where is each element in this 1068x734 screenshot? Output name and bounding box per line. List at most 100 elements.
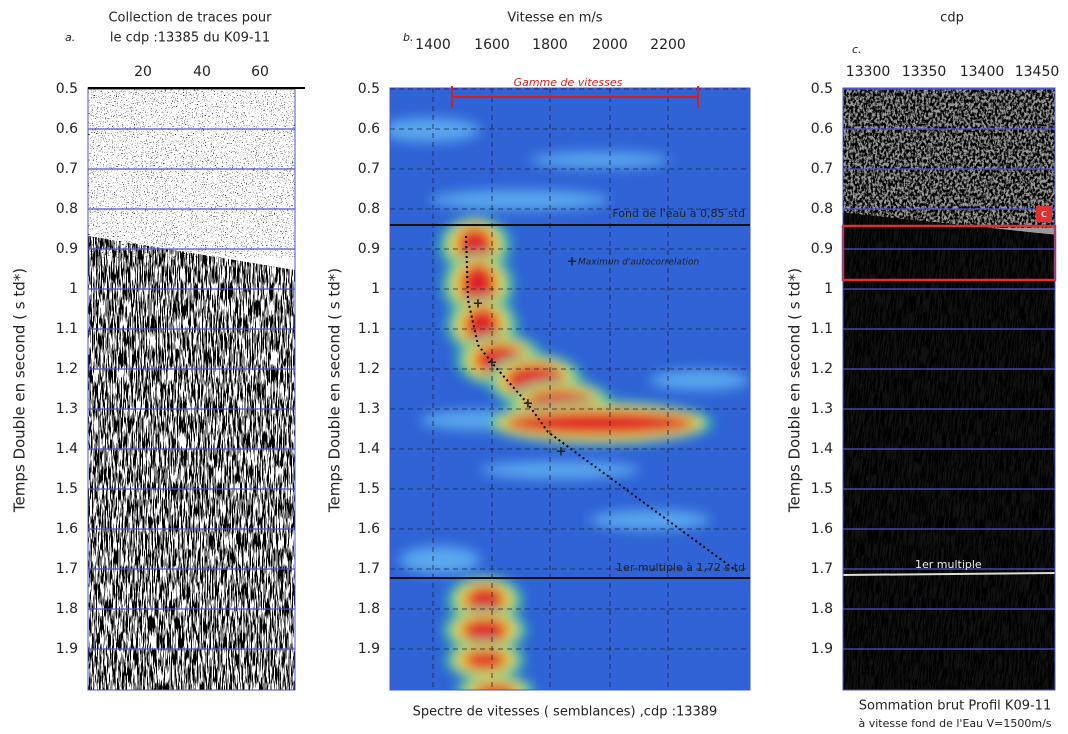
x-tick-label: 13400 bbox=[960, 64, 1005, 80]
y-tick-label: 0.9 bbox=[811, 241, 833, 257]
weak-energy bbox=[480, 461, 640, 479]
panel-title: le cdp :13385 du K09-11 bbox=[110, 31, 270, 46]
semblance-red bbox=[463, 650, 507, 670]
y-tick-label: 0.9 bbox=[358, 241, 380, 257]
y-tick-label: 1.3 bbox=[811, 401, 833, 417]
y-tick-label: 0.7 bbox=[811, 161, 833, 177]
panel-c-image bbox=[843, 88, 1055, 690]
x-tick-label: 1800 bbox=[532, 37, 568, 53]
y-tick-label: 1 bbox=[824, 281, 833, 297]
x-tick-label: 13350 bbox=[902, 64, 947, 80]
max-label: Maximun d'autocorrelation bbox=[578, 258, 700, 268]
y-tick-label: 0.5 bbox=[811, 81, 833, 97]
y-tick-label: 0.7 bbox=[56, 161, 78, 177]
y-tick-label: 0.8 bbox=[811, 201, 833, 217]
y-tick-label: 1.1 bbox=[358, 321, 380, 337]
y-tick-label: 1.3 bbox=[56, 401, 78, 417]
panel-b-image: +++++ bbox=[390, 88, 750, 690]
panel-letter: b. bbox=[403, 31, 413, 44]
y-axis-label: Temps Double en second ( s td*) bbox=[326, 268, 344, 513]
y-tick-label: 1.2 bbox=[811, 361, 833, 377]
semblance-red bbox=[465, 586, 505, 614]
weak-energy bbox=[530, 152, 670, 168]
y-tick-label: 1.4 bbox=[56, 441, 78, 457]
y-tick-label: 1.9 bbox=[56, 641, 78, 657]
weak-energy bbox=[650, 370, 750, 390]
y-tick-label: 1.7 bbox=[358, 561, 380, 577]
y-tick-label: 1.1 bbox=[811, 321, 833, 337]
x-tick-label: 20 bbox=[134, 64, 152, 80]
noise-light bbox=[843, 88, 1055, 228]
y-tick-label: 1.8 bbox=[811, 601, 833, 617]
semblance-red bbox=[473, 684, 517, 690]
y-tick-label: 1.7 bbox=[811, 561, 833, 577]
y-tick-label: 1.2 bbox=[56, 361, 78, 377]
picked-point: + bbox=[473, 297, 484, 312]
y-tick-label: 1.6 bbox=[56, 521, 78, 537]
y-tick-label: 1.1 bbox=[56, 321, 78, 337]
y-tick-label: 1.4 bbox=[358, 441, 380, 457]
y-axis-label: Temps Double en second ( s td*) bbox=[786, 268, 804, 513]
weak-energy bbox=[590, 510, 710, 530]
panel-letter: a. bbox=[65, 31, 75, 44]
x-tick-label: 60 bbox=[251, 64, 269, 80]
sparse-traces bbox=[88, 88, 295, 258]
reflectors bbox=[843, 210, 1055, 690]
panel-title: Collection de traces pour bbox=[108, 11, 272, 26]
x-tick-label: 2200 bbox=[650, 37, 686, 53]
panel-a-image bbox=[88, 88, 295, 690]
semblance-yellow bbox=[465, 679, 525, 690]
y-axis-label: Temps Double en second ( s td*) bbox=[11, 268, 29, 513]
frame bbox=[389, 87, 751, 691]
x-tick-label: 1600 bbox=[474, 37, 510, 53]
picked-point: + bbox=[567, 255, 578, 270]
y-tick-label: 0.8 bbox=[56, 201, 78, 217]
range-label: Gamme de vitesses bbox=[514, 76, 623, 89]
y-tick-label: 0.6 bbox=[56, 121, 78, 137]
picked-velocity bbox=[465, 235, 739, 573]
y-tick-label: 1.5 bbox=[358, 481, 380, 497]
y-tick-label: 1.7 bbox=[56, 561, 78, 577]
grid bbox=[88, 88, 295, 650]
y-tick-label: 1.8 bbox=[56, 601, 78, 617]
water-label: Fond de l'eau à 0,85 std bbox=[612, 207, 745, 220]
multiple-line bbox=[842, 572, 1056, 576]
y-tick-label: 1.9 bbox=[358, 641, 380, 657]
semblance-red bbox=[461, 618, 509, 642]
y-tick-label: 1.9 bbox=[811, 641, 833, 657]
y-tick-label: 0.6 bbox=[811, 121, 833, 137]
seismic-traces bbox=[88, 236, 295, 690]
y-tick-label: 1.2 bbox=[358, 361, 380, 377]
semblance-red bbox=[505, 411, 695, 435]
y-tick-label: 1.8 bbox=[358, 601, 380, 617]
x-tick-label: 1400 bbox=[415, 37, 451, 53]
multiple-label: 1er multiple bbox=[915, 558, 982, 571]
panel-title: Vitesse en m/s bbox=[507, 11, 602, 26]
y-tick-label: 0.9 bbox=[56, 241, 78, 257]
y-tick-label: 0.8 bbox=[358, 201, 380, 217]
multiple-label: 1er multiple à 1,72 s td bbox=[616, 561, 745, 574]
x-tick-label: 40 bbox=[193, 64, 211, 80]
y-tick-label: 1 bbox=[371, 281, 380, 297]
x-tick-label: 2000 bbox=[592, 37, 628, 53]
y-tick-label: 0.6 bbox=[358, 121, 380, 137]
caption: Sommation brut Profil K09-11 bbox=[859, 699, 1051, 714]
weak-energy bbox=[400, 546, 480, 574]
weak-energy bbox=[430, 190, 610, 210]
y-tick-label: 1.5 bbox=[811, 481, 833, 497]
semblance bbox=[390, 118, 750, 690]
weak-energy bbox=[390, 118, 480, 142]
grid bbox=[390, 88, 750, 690]
box-label: c bbox=[1041, 207, 1047, 220]
caption: Spectre de vitesses ( semblances) ,cdp :… bbox=[413, 705, 718, 720]
frame bbox=[842, 87, 1056, 691]
reflector-stripes bbox=[843, 210, 1055, 690]
picked-point: + bbox=[523, 397, 534, 412]
picked-point: + bbox=[556, 445, 567, 460]
y-tick-label: 0.5 bbox=[358, 81, 380, 97]
y-tick-label: 1.5 bbox=[56, 481, 78, 497]
box-label-bg bbox=[1036, 206, 1052, 222]
y-tick-label: 1.3 bbox=[358, 401, 380, 417]
x-tick-label: 13300 bbox=[846, 64, 891, 80]
